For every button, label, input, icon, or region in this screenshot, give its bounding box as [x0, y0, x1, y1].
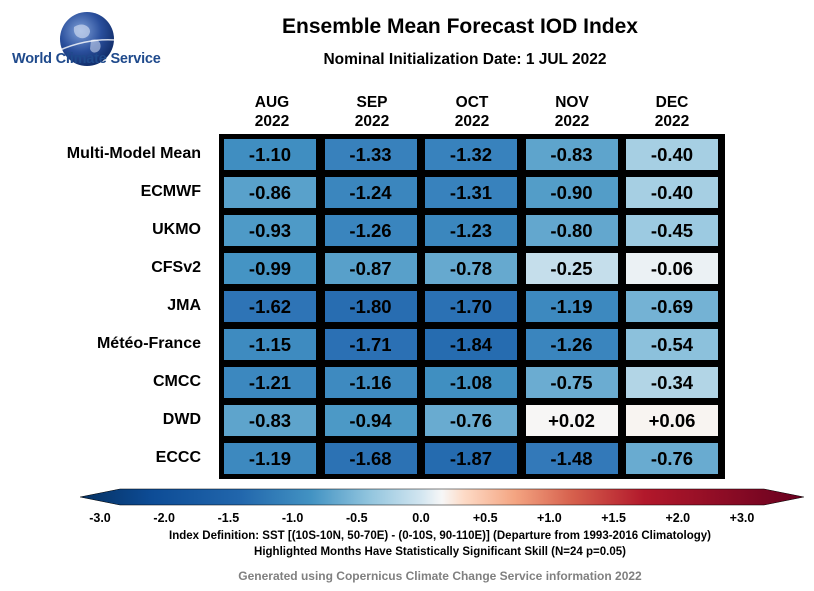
heatmap-cell: +0.02 — [525, 405, 618, 436]
heatmap-cell: +0.06 — [626, 405, 718, 436]
heatmap-grid: -1.10 -1.33 -1.32 -0.83 -0.40 -0.86 -1.24 -1.31… — [219, 134, 725, 479]
heatmap-cell: -0.94 — [324, 405, 417, 436]
heatmap-cell: -0.76 — [425, 405, 517, 436]
heatmap-cell: -0.45 — [626, 215, 718, 246]
heatmap-cell: -0.83 — [525, 139, 618, 170]
column-month: SEP — [356, 94, 388, 111]
heatmap-cell: -1.62 — [224, 291, 316, 322]
row-label-meteo-france: Météo-France — [96, 335, 201, 352]
heatmap-cell: -1.70 — [425, 291, 517, 322]
colorbar-tick-label: -0.5 — [346, 511, 368, 525]
heatmap-cell: -0.83 — [224, 405, 316, 436]
heatmap-cell: -0.93 — [224, 215, 316, 246]
heatmap-cell: -0.80 — [525, 215, 618, 246]
row-label-ukmo: UKMO — [152, 221, 201, 238]
heatmap-cell: -1.31 — [425, 177, 517, 208]
colorbar-tick-label: +1.5 — [601, 511, 626, 525]
globe-icon — [59, 12, 116, 66]
column-month: DEC — [655, 94, 689, 111]
chart-subtitle: Nominal Initialization Date: 1 JUL 2022 — [323, 51, 607, 68]
heatmap-cell: -0.06 — [626, 253, 718, 284]
row-label-cfsv2: CFSv2 — [151, 259, 201, 276]
colorbar — [80, 488, 804, 506]
heatmap-cell: -1.19 — [525, 291, 618, 322]
column-header-sep: SEP 2022 — [322, 93, 422, 131]
column-year: 2022 — [654, 113, 690, 130]
heatmap-cell: -1.19 — [224, 443, 316, 474]
heatmap-cell: -1.71 — [324, 329, 417, 360]
column-year: 2022 — [554, 113, 590, 130]
heatmap-cell: -1.10 — [224, 139, 316, 170]
heatmap-cell: -0.69 — [626, 291, 718, 322]
heatmap-cell: -0.78 — [425, 253, 517, 284]
colorbar-tick-label: -3.0 — [89, 511, 111, 525]
row-label-jma: JMA — [167, 297, 201, 314]
heatmap-cell: -0.54 — [626, 329, 718, 360]
heatmap-cell: -1.48 — [525, 443, 618, 474]
heatmap-cell: -0.99 — [224, 253, 316, 284]
heatmap-cell: -1.87 — [425, 443, 517, 474]
column-header-dec: DEC 2022 — [622, 93, 722, 131]
heatmap-cell: -1.21 — [224, 367, 316, 398]
heatmap-cell: -1.24 — [324, 177, 417, 208]
heatmap-cell: -0.90 — [525, 177, 618, 208]
significance-note: Highlighted Months Have Statistically Si… — [254, 546, 626, 558]
chart-title: Ensemble Mean Forecast IOD Index — [282, 15, 638, 38]
row-label-cmcc: CMCC — [153, 373, 201, 390]
heatmap-cell: -1.08 — [425, 367, 517, 398]
heatmap-cell: -1.26 — [324, 215, 417, 246]
column-month: AUG — [254, 94, 290, 111]
colorbar-tick-label: 0.0 — [412, 511, 430, 525]
colorbar-tick-label: -1.0 — [281, 511, 304, 525]
row-label-eccc: ECCC — [155, 449, 201, 466]
heatmap-cell: -0.40 — [626, 139, 718, 170]
world-climate-service-logo: World Climate Service — [12, 10, 162, 72]
heatmap-cell: -0.34 — [626, 367, 718, 398]
heatmap-cell: -0.40 — [626, 177, 718, 208]
heatmap-cell: -1.80 — [324, 291, 417, 322]
heatmap-cell: -0.86 — [224, 177, 316, 208]
heatmap-cell: -1.84 — [425, 329, 517, 360]
row-label-dwd: DWD — [162, 411, 201, 428]
column-month: NOV — [555, 94, 589, 111]
column-header-aug: AUG 2022 — [222, 93, 322, 131]
row-label-multi-model-mean: Multi-Model Mean — [66, 145, 201, 162]
heatmap-cell: -1.26 — [525, 329, 618, 360]
heatmap-cell: -1.68 — [324, 443, 417, 474]
colorbar-tick-label: +2.0 — [665, 511, 691, 525]
colorbar-tick-label: -2.0 — [153, 511, 175, 525]
column-year: 2022 — [454, 113, 490, 130]
column-year: 2022 — [354, 113, 390, 130]
logo-text: World Climate Service — [12, 51, 161, 67]
copernicus-credit: Generated using Copernicus Climate Chang… — [238, 569, 642, 583]
column-month: OCT — [455, 94, 489, 111]
heatmap-cell: -0.75 — [525, 367, 618, 398]
colorbar-tick-label: +1.0 — [537, 511, 562, 525]
column-header-nov: NOV 2022 — [522, 93, 622, 131]
heatmap-cell: -0.87 — [324, 253, 417, 284]
heatmap-cell: -1.15 — [224, 329, 316, 360]
heatmap-cell: -0.76 — [626, 443, 718, 474]
colorbar-tick-label: -1.5 — [217, 511, 240, 525]
colorbar-tick-label: +0.5 — [472, 511, 498, 525]
index-definition: Index Definition: SST [(10S-10N, 50-70E)… — [169, 530, 711, 542]
heatmap-cell: -1.16 — [324, 367, 417, 398]
heatmap-cell: -1.23 — [425, 215, 517, 246]
heatmap-cell: -0.25 — [525, 253, 618, 284]
row-label-ecmwf: ECMWF — [140, 183, 201, 200]
colorbar-tick-label: +3.0 — [729, 511, 755, 525]
column-year: 2022 — [254, 113, 290, 130]
column-header-oct: OCT 2022 — [422, 93, 522, 131]
heatmap-cell: -1.33 — [324, 139, 417, 170]
heatmap-cell: -1.32 — [425, 139, 517, 170]
